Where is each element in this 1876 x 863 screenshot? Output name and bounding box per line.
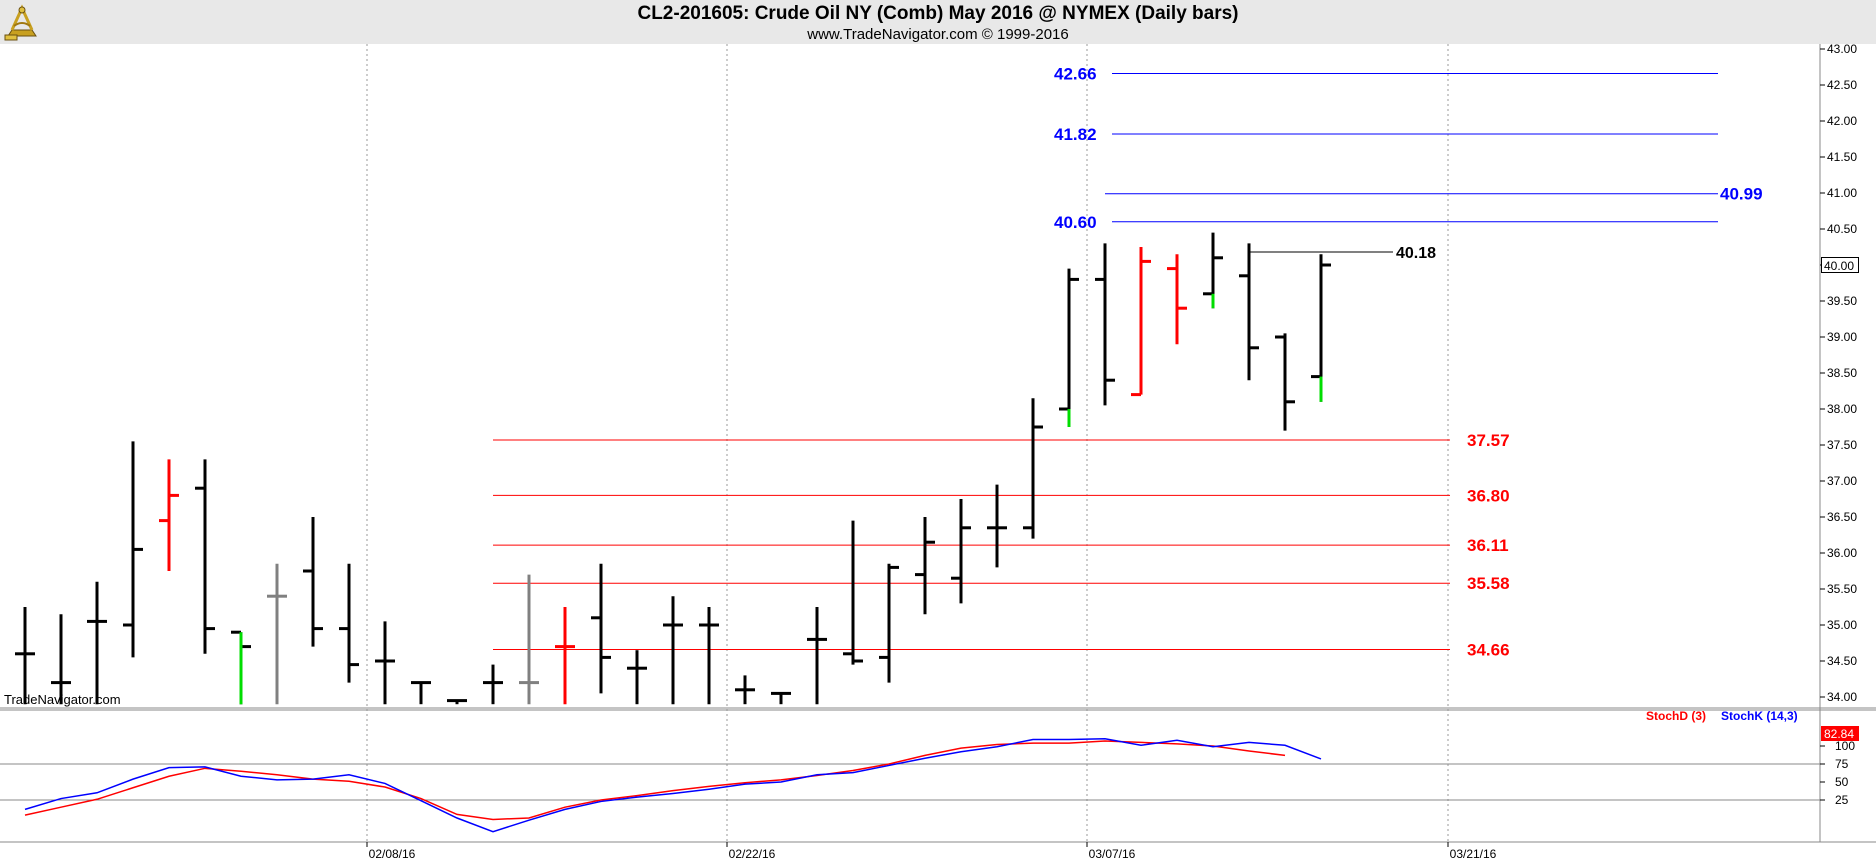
- fib-level-red-label: 36.11: [1467, 536, 1509, 555]
- y-tick-label: 42.00: [1827, 114, 1857, 128]
- x-tick-label: 03/07/16: [1089, 847, 1136, 861]
- stochk-line: [24, 738, 1322, 833]
- osc-tick-label: 100: [1835, 739, 1855, 753]
- fib-level-red-label: 37.57: [1467, 431, 1510, 450]
- y-tick-label: 36.00: [1827, 546, 1857, 560]
- stochd-legend: StochD (3): [1646, 709, 1706, 723]
- fib-level-red-label: 35.58: [1467, 574, 1510, 593]
- y-tick-label: 41.50: [1827, 150, 1857, 164]
- y-tick-label: 35.50: [1827, 582, 1857, 596]
- last-price-tag-inner: [1822, 258, 1858, 272]
- level-black-label: 40.18: [1396, 245, 1436, 262]
- osc-tick-label: 25: [1835, 793, 1849, 807]
- y-tick-label: 37.00: [1827, 474, 1857, 488]
- x-tick-label: 02/08/16: [369, 847, 416, 861]
- fib-level-blue-label: 40.99: [1720, 185, 1763, 204]
- fib-level-blue-label: 42.66: [1054, 64, 1097, 83]
- stochk-legend: StochK (14,3): [1721, 709, 1798, 723]
- osc-value-label: 82.84: [1824, 727, 1854, 741]
- stochd-line: [24, 740, 1286, 821]
- chart-header: CL2-201605: Crude Oil NY (Comb) May 2016…: [0, 0, 1876, 44]
- y-tick-label: 41.00: [1827, 186, 1857, 200]
- y-tick-label: 38.00: [1827, 402, 1857, 416]
- y-tick-label: 43.00: [1827, 42, 1857, 56]
- y-tick-label: 38.50: [1827, 366, 1857, 380]
- osc-tick-label: 50: [1835, 775, 1849, 789]
- y-tick-label: 39.00: [1827, 330, 1857, 344]
- y-tick-label: 39.50: [1827, 294, 1857, 308]
- y-tick-label: 34.50: [1827, 654, 1857, 668]
- osc-tick-label: 75: [1835, 757, 1849, 771]
- y-tick-label: 34.00: [1827, 690, 1857, 704]
- fib-level-red-label: 34.66: [1467, 640, 1510, 659]
- last-price-label: 40.00: [1824, 259, 1854, 273]
- fib-level-red-label: 36.80: [1467, 486, 1510, 505]
- y-tick-label: 37.50: [1827, 438, 1857, 452]
- y-tick-label: 35.00: [1827, 618, 1857, 632]
- y-tick-label: 36.50: [1827, 510, 1857, 524]
- x-tick-label: 02/22/16: [729, 847, 776, 861]
- fib-level-blue-label: 40.60: [1054, 213, 1097, 232]
- chart-title: CL2-201605: Crude Oil NY (Comb) May 2016…: [637, 3, 1239, 24]
- sextant-logo-icon: [2, 2, 42, 42]
- osc-value-tag: [1821, 726, 1859, 741]
- chart-subtitle: www.TradeNavigator.com © 1999-2016: [807, 26, 1069, 43]
- watermark: TradeNavigator.com: [4, 692, 121, 707]
- y-tick-label: 42.50: [1827, 78, 1857, 92]
- price-panel: [0, 44, 1820, 708]
- fib-level-blue-label: 41.82: [1054, 125, 1097, 144]
- y-tick-label: 40.50: [1827, 222, 1857, 236]
- x-tick-label: 03/21/16: [1450, 847, 1497, 861]
